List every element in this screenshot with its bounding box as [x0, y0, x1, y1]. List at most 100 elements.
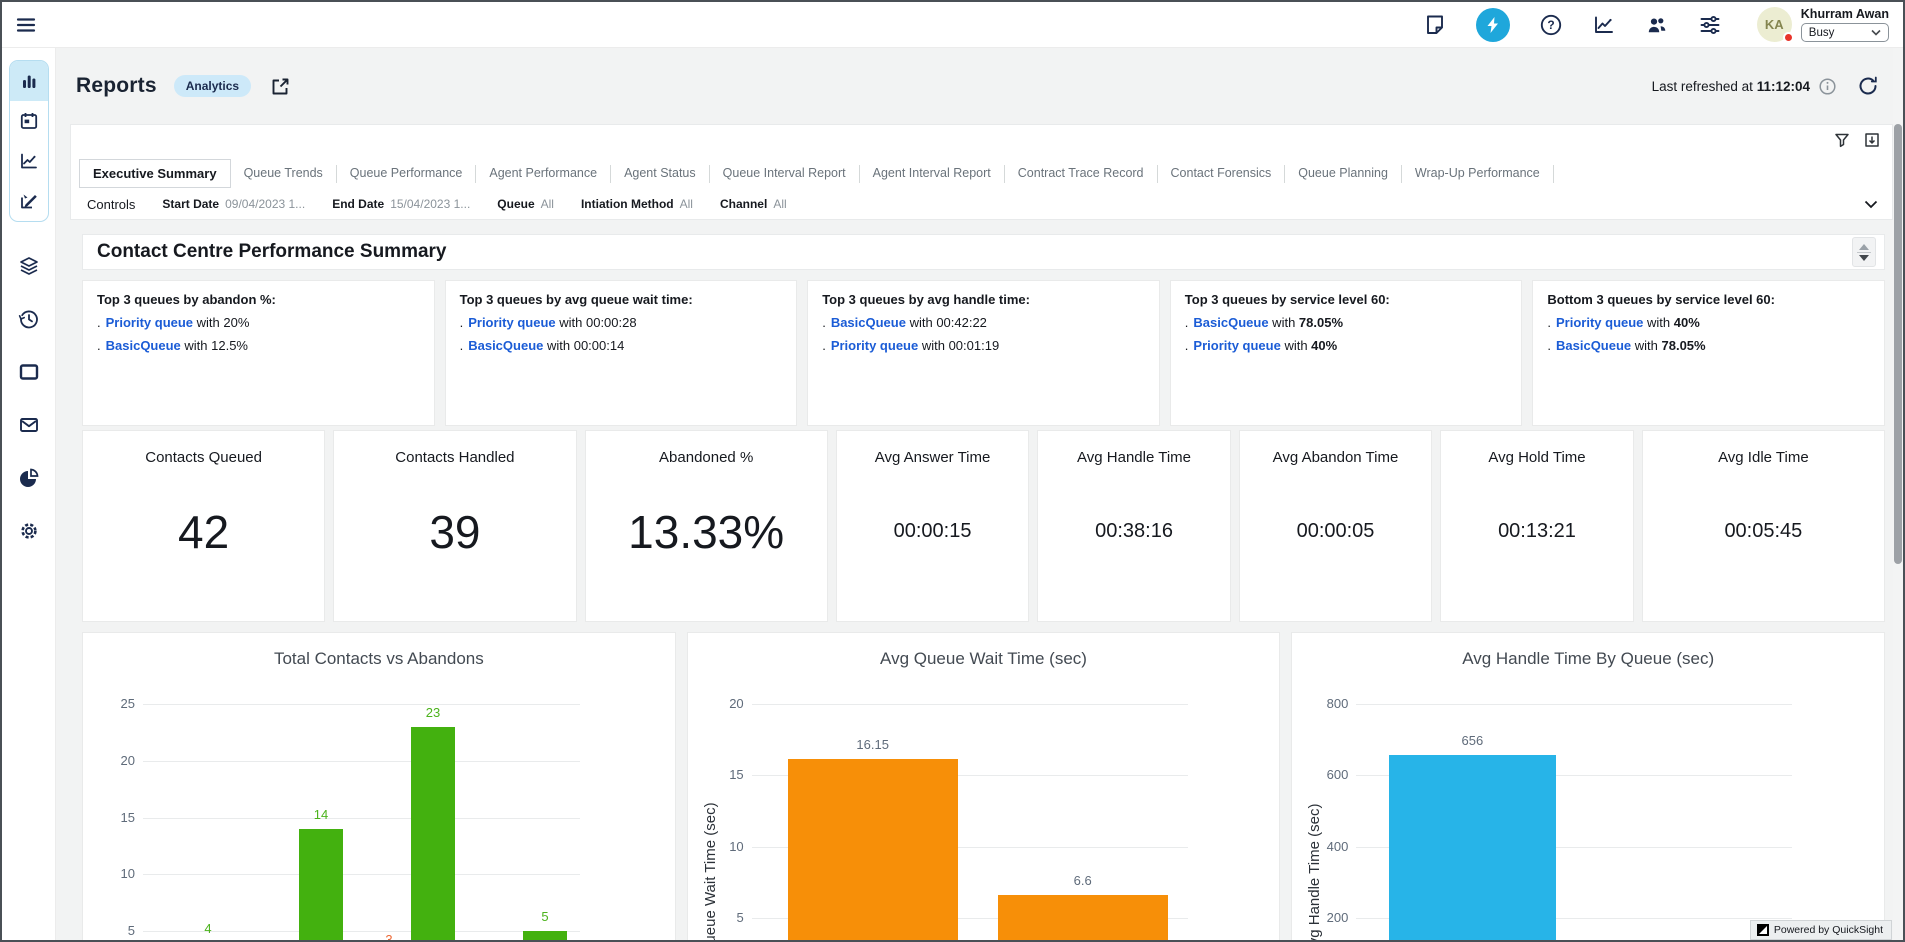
- bar-total-contacts[interactable]: [411, 726, 455, 940]
- insight-value: 12.5%: [211, 338, 248, 353]
- bar-avg-handle-time[interactable]: [1388, 755, 1556, 940]
- axis-tick-label: 200: [1326, 909, 1349, 925]
- analytics-badge: Analytics: [173, 75, 252, 97]
- sidebar-item-schedule[interactable]: [10, 101, 48, 141]
- control-end-date[interactable]: End Date 15/04/2023 1...: [332, 197, 470, 211]
- bar-total-contacts[interactable]: [523, 931, 567, 940]
- queue-link[interactable]: BasicQueue: [105, 338, 181, 353]
- queue-link[interactable]: Priority queue: [1556, 315, 1644, 330]
- report-tabs: Executive Summary Queue Trends Queue Perfo…: [79, 159, 1852, 188]
- gridline: [143, 704, 580, 705]
- insight-item: . Priority queue with 40%: [1547, 315, 1870, 330]
- queue-link[interactable]: Priority queue: [830, 338, 919, 353]
- insight-connector: with: [1268, 315, 1299, 330]
- queue-link[interactable]: BasicQueue: [830, 315, 906, 330]
- tab-queue-performance[interactable]: Queue Performance: [349, 166, 463, 180]
- control-start-date[interactable]: Start Date 09/04/2023 1...: [162, 197, 305, 211]
- filter-icon[interactable]: [1834, 132, 1850, 148]
- metrics-icon[interactable]: [1592, 13, 1616, 37]
- export-icon[interactable]: [1864, 132, 1880, 148]
- queue-link[interactable]: BasicQueue: [1556, 338, 1632, 353]
- queue-link[interactable]: Priority queue: [468, 315, 556, 330]
- kpi-value: 00:00:05: [1296, 520, 1375, 542]
- scrollbar-thumb[interactable]: [1894, 124, 1902, 564]
- sidebar-item-annotate[interactable]: [10, 181, 48, 221]
- control-queue[interactable]: Queue All: [497, 197, 554, 211]
- tab-executive-summary[interactable]: Executive Summary: [79, 159, 231, 188]
- sidebar-item-window[interactable]: [18, 361, 40, 383]
- sidebar-item-history[interactable]: [18, 308, 40, 330]
- avatar[interactable]: KA: [1756, 7, 1794, 43]
- spinner-down-icon[interactable]: [1859, 254, 1869, 261]
- bar-avg-queue-wait-time[interactable]: [787, 758, 958, 940]
- bullet: .: [459, 338, 464, 353]
- tab-agent-interval-report[interactable]: Agent Interval Report: [872, 166, 991, 180]
- sidebar-item-settings[interactable]: [18, 520, 40, 542]
- calendar-icon: [20, 113, 37, 129]
- refresh-icon[interactable]: [1857, 75, 1879, 97]
- quicksight-logo-icon: [1756, 924, 1769, 936]
- info-icon[interactable]: [1819, 77, 1836, 95]
- insight-connector: with: [918, 338, 949, 353]
- bullet: .: [97, 315, 101, 330]
- spinner-up-icon[interactable]: [1859, 243, 1869, 250]
- sidebar-item-layers[interactable]: [18, 255, 40, 277]
- gridline: [143, 874, 580, 876]
- insight-card-title: Top 3 queues by service level 60:: [1184, 292, 1390, 307]
- bar-value-label: 79: [1642, 939, 1712, 940]
- queue-link[interactable]: BasicQueue: [1193, 315, 1269, 330]
- history-icon: [18, 310, 38, 329]
- tab-agent-performance[interactable]: Agent Performance: [489, 166, 598, 180]
- help-icon[interactable]: ?: [1539, 13, 1563, 37]
- sidebar-item-dashboards[interactable]: [9, 61, 48, 101]
- tab-queue-planning[interactable]: Queue Planning: [1298, 166, 1388, 180]
- chart-avg-handle-time-by-queue: Avg Handle Time By Queue (sec) 200 400 600 8…: [1291, 632, 1886, 940]
- charts-row: Total Contacts vs Abandons 5 10 15 20 25 3 4 14 2…: [82, 632, 1886, 940]
- agents-icon[interactable]: [1645, 13, 1669, 37]
- sidebar-analytics-group: [8, 60, 49, 222]
- sidebar-item-metrics[interactable]: [10, 141, 48, 181]
- queue-link[interactable]: Priority queue: [105, 315, 194, 330]
- bar-value-label: 4: [204, 920, 212, 936]
- tab-contact-forensics[interactable]: Contact Forensics: [1170, 166, 1272, 180]
- sidebar-item-mail[interactable]: [18, 414, 40, 436]
- tab-contract-trace-record[interactable]: Contract Trace Record: [1017, 166, 1144, 180]
- controls-label: Controls: [87, 196, 136, 212]
- bar-total-contacts[interactable]: [299, 828, 343, 940]
- sidebar-item-pie[interactable]: [18, 467, 40, 489]
- insight-value: 78.05%: [1661, 338, 1706, 353]
- controls-row: Controls Start Date 09/04/2023 1... End Da…: [71, 189, 1892, 219]
- bullet: .: [1547, 315, 1551, 330]
- insight-connector: with: [180, 338, 212, 353]
- tab-agent-status[interactable]: Agent Status: [624, 166, 696, 180]
- tab-queue-trends[interactable]: Queue Trends: [243, 166, 323, 180]
- controls-collapse-chevron-icon[interactable]: [1864, 200, 1878, 209]
- external-link-icon[interactable]: [270, 76, 291, 97]
- insight-item: . BasicQueue with 00:42:22: [822, 315, 1145, 330]
- hamburger-menu-icon[interactable]: [15, 14, 37, 36]
- control-value: All: [540, 197, 554, 211]
- queue-link[interactable]: Priority queue: [1193, 338, 1281, 353]
- axis-tick-label: 10: [729, 838, 744, 854]
- kpi-label: Avg Handle Time: [1077, 449, 1191, 466]
- status-select[interactable]: Busy: [1800, 23, 1889, 42]
- tab-wrap-up-performance[interactable]: Wrap-Up Performance: [1414, 166, 1540, 180]
- control-value: 15/04/2023 1...: [390, 197, 471, 211]
- control-label: End Date: [332, 197, 385, 211]
- notes-icon[interactable]: [1423, 13, 1447, 37]
- powered-by-quicksight-badge: Powered by QuickSight: [1749, 920, 1892, 940]
- busy-status-dot: [1782, 32, 1794, 43]
- boost-icon[interactable]: [1475, 7, 1510, 42]
- tab-queue-interval-report[interactable]: Queue Interval Report: [722, 166, 846, 180]
- insight-item: . BasicQueue with 78.05%: [1185, 315, 1508, 330]
- control-channel[interactable]: Channel All: [720, 197, 787, 211]
- preferences-icon[interactable]: [1698, 13, 1722, 37]
- vertical-scrollbar[interactable]: [1893, 48, 1903, 940]
- bar-value-label: 6.6: [1073, 873, 1092, 889]
- control-intiation-method[interactable]: Intiation Method All: [581, 197, 693, 211]
- axis-tick-label: 600: [1326, 767, 1349, 783]
- bar-avg-queue-wait-time[interactable]: [997, 895, 1168, 940]
- sheet-scroll-spinner[interactable]: [1852, 237, 1876, 267]
- kpi-card-avg-handle-time: Avg Handle Time 00:38:16: [1037, 430, 1231, 622]
- queue-link[interactable]: BasicQueue: [468, 338, 544, 353]
